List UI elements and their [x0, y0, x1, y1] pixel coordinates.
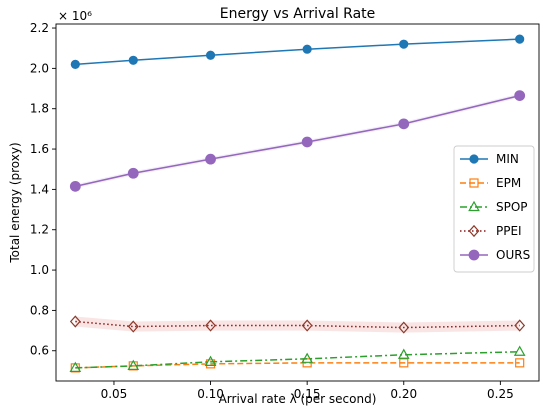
legend-marker-min — [469, 154, 479, 164]
x-tick-label: 0.25 — [487, 387, 514, 401]
legend-item-min: MIN — [460, 152, 519, 166]
data-point-ppei — [514, 319, 526, 332]
data-point-spop — [513, 345, 526, 356]
data-point-ppei — [301, 319, 313, 332]
series-spop — [69, 345, 526, 372]
x-tick-label: 0.15 — [294, 387, 321, 401]
series-ours — [69, 90, 526, 192]
y-axis-multiplier: × 10⁶ — [58, 9, 92, 23]
legend-label-ppei: PPEI — [496, 224, 522, 238]
y-tick-label: 2.0 — [30, 61, 49, 75]
x-tick-label: 0.20 — [390, 387, 417, 401]
data-point-ours — [514, 90, 526, 102]
legend-marker-ppei — [468, 224, 480, 238]
legend-box — [453, 145, 535, 273]
legend-marker-spop — [468, 200, 480, 212]
y-tick-label: 1.2 — [30, 223, 49, 237]
x-axis-label: Arrival rate λ (per second) — [219, 392, 377, 406]
legend-item-ppei: PPEI — [460, 224, 522, 238]
data-point-min — [399, 39, 409, 49]
chart-title: Energy vs Arrival Rate — [220, 6, 376, 22]
legend-item-epm: EPM — [460, 176, 521, 190]
y-tick-label: 0.8 — [30, 303, 49, 317]
series-line-ours — [75, 94, 520, 188]
y-axis-label: Total energy (proxy) — [8, 142, 22, 263]
data-point-ours — [301, 136, 313, 148]
series-ppei — [69, 315, 526, 334]
data-point-ours — [69, 180, 81, 192]
data-point-ours — [205, 153, 216, 165]
legend-item-ours: OURS — [460, 248, 530, 262]
data-point-ours — [398, 118, 410, 130]
y-tick-label: 1.6 — [30, 142, 49, 156]
data-point-ppei — [127, 320, 139, 333]
series-min — [70, 34, 525, 69]
legend-marker-epm — [469, 178, 479, 188]
data-point-min — [515, 34, 525, 44]
data-point-spop — [127, 359, 140, 370]
axes-frame — [55, 23, 540, 382]
data-point-ours — [127, 167, 139, 179]
y-tick-label: 2.2 — [30, 21, 49, 35]
data-point-spop — [69, 361, 82, 372]
x-tick-label: 0.05 — [101, 387, 128, 401]
legend-label-min: MIN — [496, 152, 519, 166]
y-tick-label: 1.8 — [30, 102, 49, 116]
y-tick-label: 0.6 — [30, 344, 49, 358]
data-point-spop — [301, 352, 313, 363]
legend-label-spop: SPOP — [496, 200, 528, 214]
legend-item-spop: SPOP — [460, 200, 528, 214]
series-band-ppei — [75, 316, 520, 333]
legend-label-epm: EPM — [496, 176, 521, 190]
legend: MIN EPM SPOP PPEI OURS — [453, 145, 535, 273]
y-tick-label: 1.4 — [30, 182, 49, 196]
series-line-min — [75, 38, 520, 66]
data-point-min — [205, 50, 216, 60]
data-point-min — [128, 55, 138, 65]
data-point-ppei — [205, 319, 216, 332]
data-point-spop — [397, 348, 410, 359]
data-point-ppei — [69, 315, 81, 328]
series-line-ppei — [75, 320, 520, 329]
data-point-ppei — [398, 321, 410, 334]
x-tick-label: 0.10 — [197, 387, 224, 401]
data-point-min — [302, 44, 312, 54]
series-line-spop — [75, 351, 520, 369]
data-point-min — [70, 59, 80, 69]
series-band-ours — [75, 93, 520, 189]
legend-label-ours: OURS — [496, 248, 530, 262]
plot-area: 0.05 0.10 0.15 0.20 0.25 0.6 0.8 1.0 1.2 1.4 1.6 1.… — [30, 21, 540, 401]
data-point-epm — [515, 358, 525, 368]
data-point-spop — [204, 355, 217, 366]
y-tick-label: 1.0 — [30, 263, 49, 277]
legend-marker-ours — [468, 249, 480, 261]
